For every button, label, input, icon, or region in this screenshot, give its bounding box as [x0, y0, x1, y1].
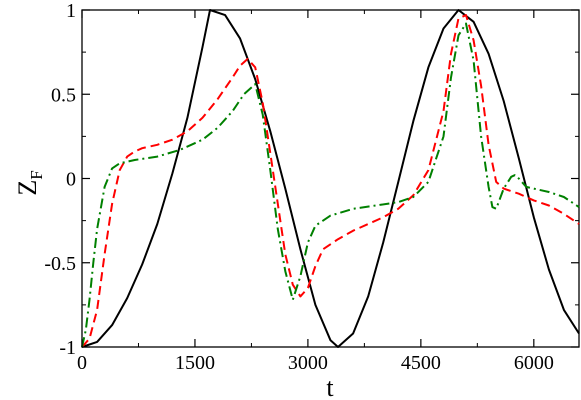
plot-frame: [81, 9, 580, 348]
x-tick-label: 4500: [401, 352, 441, 374]
series-line-2: [81, 14, 580, 348]
series-line-3: [81, 22, 580, 348]
series-layer: [81, 9, 580, 348]
y-axis-label-main: Z: [13, 180, 42, 196]
y-tick-label: 1: [66, 0, 76, 22]
x-tick-label: 1500: [175, 352, 215, 374]
x-tick-label: 3000: [288, 352, 328, 374]
y-tick-label: 0: [66, 169, 76, 191]
y-axis-label-subscript: F: [27, 170, 46, 179]
y-axis-label: ZF: [13, 170, 46, 195]
y-tick-label: 0.5: [51, 84, 76, 106]
x-tick-label: 6000: [514, 352, 554, 374]
ticks-layer: 0 1500 3000 4500 6000 -1 -0.5 0 0.5 1: [44, 0, 579, 374]
series-line-1: [81, 9, 580, 348]
y-tick-label: -0.5: [44, 253, 76, 275]
y-tick-label: -1: [59, 337, 76, 359]
x-tick-label: 0: [77, 352, 87, 374]
x-axis-label: t: [326, 373, 334, 400]
